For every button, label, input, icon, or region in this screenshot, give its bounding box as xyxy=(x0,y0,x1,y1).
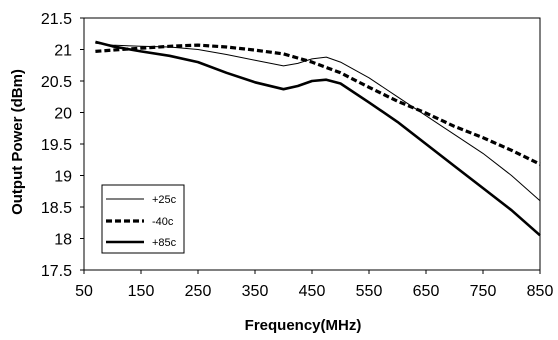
x-tick-label: 550 xyxy=(356,283,383,300)
y-tick-label: 21.5 xyxy=(41,11,72,28)
legend-label-plus25c: +25c xyxy=(152,194,177,206)
x-tick-label: 450 xyxy=(299,283,326,300)
x-tick-label: 750 xyxy=(470,283,497,300)
y-tick-label: 17.5 xyxy=(41,263,72,280)
y-tick-label: 18 xyxy=(54,232,72,249)
series-lines xyxy=(95,40,541,237)
y-tick-label: 20.5 xyxy=(41,74,72,91)
x-tick-label: 150 xyxy=(128,283,155,300)
y-tick-label: 18.5 xyxy=(41,200,72,217)
series-line-minus40c xyxy=(95,43,541,166)
axis-tick-marks xyxy=(80,17,541,274)
x-tick-label: 850 xyxy=(527,283,554,300)
x-tick-label: 650 xyxy=(413,283,440,300)
series-line-plus25c xyxy=(95,42,541,202)
x-tick-label: 350 xyxy=(242,283,269,300)
y-tick-label: 19 xyxy=(54,169,72,186)
legend-label-minus40c: -40c xyxy=(152,216,174,228)
y-axis-title: Output Power (dBm) xyxy=(9,69,26,215)
legend: +25c -40c +85c xyxy=(101,184,185,254)
y-tick-label: 21 xyxy=(54,43,72,60)
y-tick-label: 20 xyxy=(54,106,72,123)
x-tick-label: 50 xyxy=(75,283,93,300)
x-tick-labels: 50 150 250 350 450 550 650 750 850 xyxy=(75,283,553,300)
x-axis-title: Frequency(MHz) xyxy=(245,317,362,334)
y-tick-labels: 17.5 18 18.5 19 19.5 20 20.5 21 21.5 xyxy=(41,11,72,280)
y-tick-label: 19.5 xyxy=(41,137,72,154)
x-tick-label: 250 xyxy=(185,283,212,300)
legend-label-plus85c: +85c xyxy=(152,237,177,249)
plot-area-frame xyxy=(83,17,541,271)
series-line-plus85c xyxy=(95,40,541,237)
